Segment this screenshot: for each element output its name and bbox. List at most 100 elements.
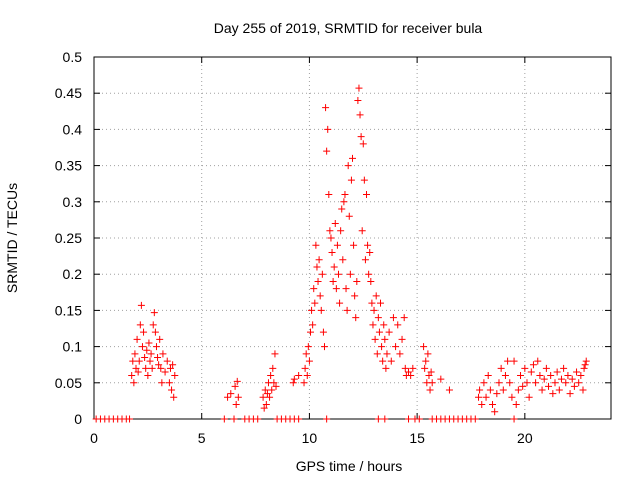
data-point [130, 379, 138, 387]
data-point [220, 415, 228, 423]
data-point [365, 270, 373, 278]
data-point [359, 140, 367, 148]
data-point [374, 314, 382, 322]
data-point [336, 299, 344, 307]
data-point [353, 277, 361, 285]
data-point [489, 401, 497, 409]
data-point [381, 415, 389, 423]
data-point [361, 256, 369, 264]
data-point [320, 343, 328, 351]
data-point [312, 241, 320, 249]
data-point [553, 368, 561, 376]
data-point [268, 386, 276, 394]
data-point [394, 321, 402, 329]
data-point [155, 361, 163, 369]
data-point [475, 393, 483, 401]
data-point [295, 415, 303, 423]
data-point [420, 343, 428, 351]
data-point [133, 335, 141, 343]
data-point [341, 191, 349, 199]
data-point [512, 401, 520, 409]
data-point [148, 364, 156, 372]
data-point [428, 379, 436, 387]
x-axis-label: GPS time / hours [296, 458, 403, 474]
data-point [142, 364, 150, 372]
data-point [134, 368, 142, 376]
data-point [405, 368, 413, 376]
data-point [349, 154, 356, 162]
data-point [373, 350, 381, 358]
data-point [301, 364, 309, 372]
data-point [383, 350, 391, 358]
data-point [501, 372, 509, 380]
data-point [145, 339, 153, 347]
data-point [317, 306, 325, 314]
data-point [445, 386, 453, 394]
data-point [345, 212, 353, 220]
data-point [382, 364, 390, 372]
data-point [555, 386, 563, 394]
data-point [261, 386, 269, 394]
data-point [387, 357, 395, 365]
data-point [580, 364, 588, 372]
data-point [363, 191, 371, 199]
data-point [150, 309, 158, 317]
data-point [262, 401, 270, 409]
data-point [542, 364, 550, 372]
data-point [566, 390, 574, 398]
data-point [547, 372, 555, 380]
data-point [132, 364, 140, 372]
data-point [334, 270, 342, 278]
data-point [340, 198, 348, 206]
data-point [310, 285, 318, 293]
data-point [165, 379, 173, 387]
data-point [326, 227, 334, 235]
data-point [480, 379, 488, 387]
data-point [484, 372, 492, 380]
y-tick-label: 0.4 [63, 121, 83, 137]
data-point [231, 382, 239, 390]
chart-title: Day 255 of 2019, SRMTID for receiver bul… [214, 20, 483, 36]
data-point [163, 357, 171, 365]
data-point [560, 364, 568, 372]
data-point [300, 379, 308, 387]
data-point [519, 382, 527, 390]
data-point [137, 301, 145, 309]
data-point [381, 335, 389, 343]
data-point [339, 256, 347, 264]
data-point [325, 191, 333, 199]
data-point [152, 343, 160, 351]
data-point [347, 176, 355, 184]
y-tick-label: 0.45 [55, 85, 82, 101]
data-point [327, 234, 335, 242]
y-tick-label: 0.15 [55, 302, 82, 318]
data-point [309, 321, 317, 329]
data-point [151, 328, 159, 336]
data-point [271, 350, 279, 358]
data-point [333, 241, 341, 249]
data-point [344, 162, 352, 170]
data-point [471, 415, 479, 423]
data-point [306, 328, 314, 336]
data-point [401, 364, 409, 372]
x-tick-label: 0 [90, 430, 98, 446]
data-point [266, 393, 274, 401]
data-point [564, 372, 572, 380]
data-point [128, 372, 136, 380]
data-point [129, 357, 137, 365]
data-point [372, 292, 380, 300]
data-point [136, 321, 144, 329]
data-point [324, 125, 332, 133]
data-point [263, 390, 271, 398]
data-point [305, 357, 313, 365]
data-point [154, 353, 162, 361]
y-tick-label: 0.5 [63, 49, 83, 65]
data-point [562, 379, 570, 387]
data-point [166, 364, 174, 372]
data-point [230, 415, 238, 423]
data-point [329, 277, 337, 285]
data-point [331, 220, 339, 228]
data-point [159, 350, 167, 358]
data-point [352, 314, 360, 322]
data-point [227, 390, 235, 398]
